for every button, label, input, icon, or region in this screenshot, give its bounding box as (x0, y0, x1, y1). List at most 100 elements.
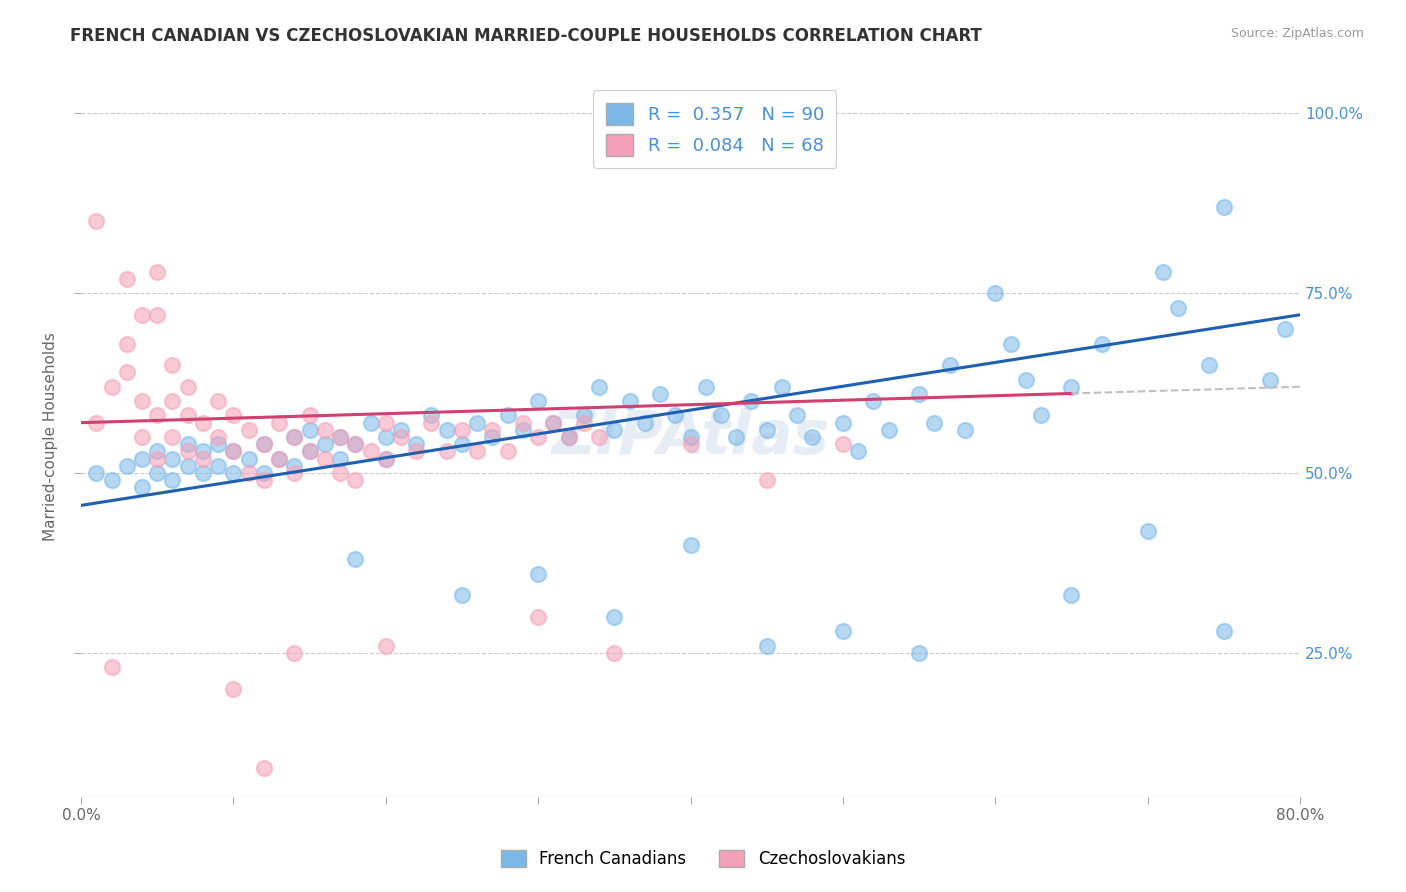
Point (740, 394, 762, 409)
Point (344, 473, 367, 487)
Point (436, 423, 458, 437)
Point (436, 444, 458, 458)
Point (832, 416, 855, 430)
Point (131, 308, 153, 322)
Point (269, 451, 291, 466)
Point (253, 437, 276, 451)
Point (222, 444, 245, 458)
Point (374, 430, 396, 444)
Point (222, 681, 245, 696)
Point (527, 430, 550, 444)
Point (191, 416, 214, 430)
Point (619, 394, 641, 409)
Point (1212, 624, 1234, 639)
Point (344, 437, 367, 451)
Y-axis label: Married-couple Households: Married-couple Households (44, 333, 58, 541)
Point (557, 430, 579, 444)
Point (238, 451, 260, 466)
Point (984, 286, 1007, 301)
Point (770, 380, 793, 394)
Point (648, 387, 671, 401)
Point (115, 272, 138, 286)
Point (283, 458, 305, 473)
Point (603, 423, 626, 437)
Point (191, 451, 214, 466)
Point (283, 430, 305, 444)
Point (374, 639, 396, 653)
Point (283, 430, 305, 444)
Point (1091, 336, 1114, 351)
Point (572, 409, 595, 423)
Point (344, 437, 367, 451)
Point (451, 437, 474, 451)
Point (543, 416, 565, 430)
Point (146, 265, 169, 279)
Point (679, 538, 702, 552)
Point (679, 437, 702, 451)
Point (557, 430, 579, 444)
Point (664, 409, 686, 423)
Point (298, 444, 321, 458)
Point (588, 430, 610, 444)
Point (786, 409, 808, 423)
Point (360, 416, 382, 430)
Point (131, 480, 153, 494)
Point (207, 458, 229, 473)
Point (832, 437, 855, 451)
Point (191, 466, 214, 480)
Point (253, 437, 276, 451)
Point (146, 444, 169, 458)
Point (543, 416, 565, 430)
Point (162, 451, 184, 466)
Point (679, 430, 702, 444)
Point (908, 646, 931, 660)
Point (420, 416, 443, 430)
Point (176, 458, 198, 473)
Point (710, 409, 733, 423)
Point (146, 409, 169, 423)
Point (298, 444, 321, 458)
Point (908, 387, 931, 401)
Point (877, 423, 900, 437)
Point (162, 430, 184, 444)
Point (100, 473, 122, 487)
Point (374, 451, 396, 466)
Point (298, 409, 321, 423)
Point (176, 409, 198, 423)
Point (329, 430, 352, 444)
Point (801, 430, 824, 444)
Point (938, 358, 960, 372)
Point (253, 761, 276, 775)
Text: Source: ZipAtlas.com: Source: ZipAtlas.com (1230, 27, 1364, 40)
Point (1152, 265, 1174, 279)
Point (725, 430, 748, 444)
Point (176, 437, 198, 451)
Point (755, 473, 778, 487)
Point (84, 416, 107, 430)
Point (283, 646, 305, 660)
Point (924, 416, 946, 430)
Point (832, 624, 855, 639)
Point (84, 466, 107, 480)
Point (420, 409, 443, 423)
Point (374, 416, 396, 430)
Point (512, 416, 534, 430)
Point (131, 430, 153, 444)
Point (146, 308, 169, 322)
Point (298, 423, 321, 437)
Text: ZIPAtlas: ZIPAtlas (551, 408, 830, 467)
Point (222, 466, 245, 480)
Point (162, 473, 184, 487)
Point (405, 437, 427, 451)
Point (176, 380, 198, 394)
Point (527, 610, 550, 624)
Point (238, 466, 260, 480)
Point (131, 394, 153, 409)
Point (146, 466, 169, 480)
Point (512, 423, 534, 437)
Point (314, 437, 336, 451)
Point (465, 444, 488, 458)
Point (634, 416, 657, 430)
Point (283, 466, 305, 480)
Point (146, 451, 169, 466)
